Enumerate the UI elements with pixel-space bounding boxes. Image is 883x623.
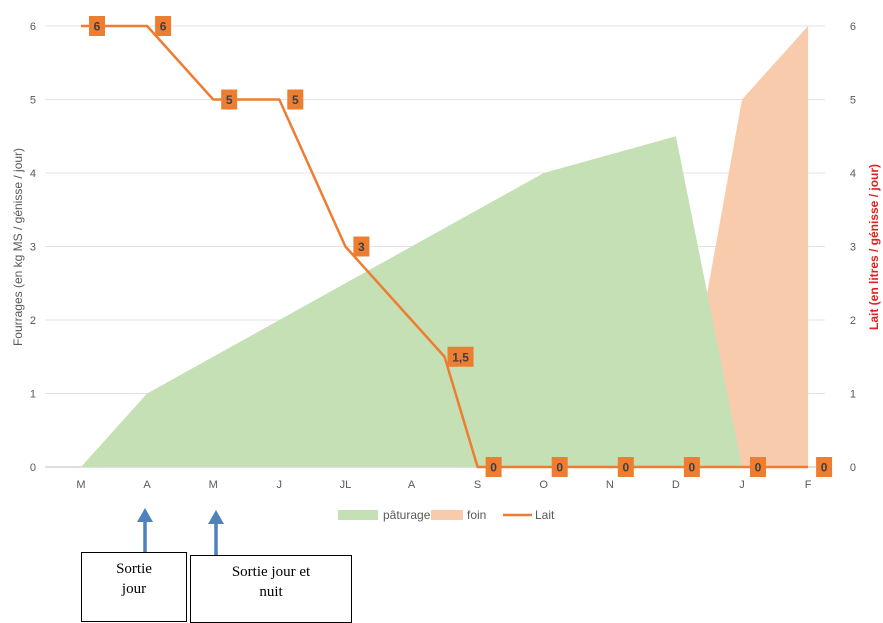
- y-left-tick-label: 1: [30, 389, 36, 401]
- y-right-tick-label: 2: [850, 315, 856, 327]
- annotation-line: Sortie: [116, 561, 152, 577]
- x-tick-label: J: [739, 479, 745, 491]
- legend-label-lait: Lait: [535, 508, 555, 522]
- y-right-tick-label: 1: [850, 389, 856, 401]
- y-right-tick-label: 5: [850, 95, 856, 107]
- data-labels: 6 6 5 5 3 1,5 0 0 0 0 0 0: [89, 16, 833, 477]
- y-left-tick-label: 2: [30, 315, 36, 327]
- arrow-up-head-icon: [208, 510, 224, 524]
- lait-data-label-box: [155, 16, 172, 36]
- y-axis-left-label: Fourrages (en kg MS / génisse / jour): [11, 148, 25, 346]
- legend-swatch-paturage: [338, 510, 378, 520]
- lait-data-label-box: [816, 457, 833, 477]
- lait-data-label: 0: [485, 457, 502, 477]
- lait-data-label-text: 6: [160, 20, 167, 34]
- x-tick-label: M: [209, 479, 218, 491]
- lait-data-label: 1,5: [447, 346, 474, 367]
- lait-data-label-text: 0: [556, 461, 563, 475]
- lait-data-label-box: [447, 346, 474, 367]
- lait-data-label: 0: [617, 457, 634, 477]
- y-axis-right-label: Lait (en litres / génisse / jour): [867, 164, 881, 330]
- lait-data-label-text: 1,5: [452, 350, 469, 364]
- legend-label-foin: foin: [467, 508, 486, 522]
- y-left-tick-label: 3: [30, 242, 36, 254]
- annotation-arrows: [137, 508, 224, 555]
- lait-data-label: 0: [816, 457, 833, 477]
- lait-data-label: 0: [683, 457, 700, 477]
- lait-data-label: 5: [287, 89, 304, 110]
- paturage-area: [81, 136, 742, 467]
- y-left-tick-label: 4: [30, 168, 36, 180]
- lait-data-label-text: 3: [358, 240, 365, 254]
- annotation-line: nuit: [259, 584, 283, 600]
- y-left-tick-label: 6: [30, 21, 36, 33]
- lait-data-label-text: 0: [622, 461, 629, 475]
- x-tick-label: N: [606, 479, 614, 491]
- y-right-tick-label: 6: [850, 21, 856, 33]
- lait-data-label: 5: [221, 89, 238, 110]
- legend-swatch-foin: [431, 510, 463, 520]
- arrow-up-head-icon: [137, 508, 153, 522]
- lait-data-label-text: 0: [755, 461, 762, 475]
- annotation-line: jour: [121, 581, 147, 597]
- x-tick-label: D: [672, 479, 680, 491]
- lait-data-label-text: 0: [821, 461, 828, 475]
- x-tick-label: M: [76, 479, 85, 491]
- lait-data-label-box: [485, 457, 502, 477]
- lait-data-label-box: [353, 236, 370, 257]
- x-tick-label: O: [539, 479, 548, 491]
- area-series: [81, 26, 809, 467]
- lait-data-label: 6: [155, 16, 172, 36]
- legend-label-paturage: pâturage: [383, 508, 431, 522]
- y-right-tick-label: 3: [850, 242, 856, 254]
- x-tick-label: JL: [340, 479, 352, 491]
- x-tick-label: A: [143, 479, 151, 491]
- lait-data-label: 3: [353, 236, 370, 257]
- legend: pâturage foin Lait: [338, 508, 555, 522]
- lait-data-label-box: [683, 457, 700, 477]
- y-right-tick-label: 4: [850, 168, 856, 180]
- lait-data-label-text: 6: [94, 20, 101, 34]
- x-tick-label: A: [408, 479, 416, 491]
- y-right-tick-label: 0: [850, 462, 856, 474]
- annotation-sortie-jour-et-nuit: Sortie jour et nuit: [190, 555, 352, 623]
- x-tick-label: F: [805, 479, 812, 491]
- x-tick-label: S: [474, 479, 481, 491]
- lait-data-label: 0: [750, 457, 766, 477]
- y-left-tick-label: 0: [30, 462, 36, 474]
- lait-data-label-box: [617, 457, 634, 477]
- y-left-tick-label: 5: [30, 95, 36, 107]
- lait-data-label-text: 5: [226, 93, 233, 107]
- axis-ticks: 0 0 1 1 2 2 3 3 4 4 5 5 6 6 M A M J JL A S O N D J F: [30, 21, 856, 491]
- x-tick-label: J: [277, 479, 283, 491]
- lait-data-label-text: 5: [292, 93, 299, 107]
- lait-data-label-box: [287, 89, 304, 110]
- lait-data-label-box: [750, 457, 766, 477]
- lait-data-label-box: [221, 89, 238, 110]
- lait-data-label-text: 0: [689, 461, 696, 475]
- lait-data-label: 0: [551, 457, 568, 477]
- lait-data-label-text: 0: [490, 461, 497, 475]
- annotation-line: Sortie jour et: [231, 564, 311, 580]
- lait-data-label: 6: [89, 16, 105, 36]
- lait-data-label-box: [551, 457, 568, 477]
- lait-data-label-box: [89, 16, 105, 36]
- annotation-sortie-jour: Sortie jour: [81, 552, 187, 622]
